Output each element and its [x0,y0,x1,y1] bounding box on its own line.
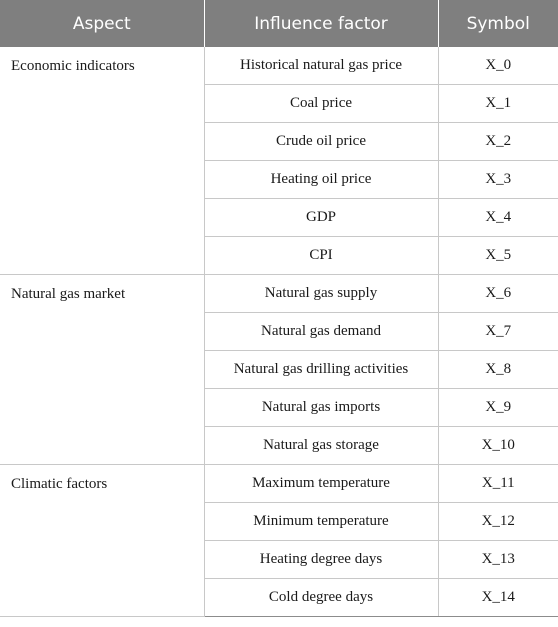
symbol-cell: X_2 [437,122,558,161]
header-symbol: Symbol [437,0,558,47]
aspect-cell: Natural gas market [0,274,204,465]
factor-cell: Natural gas drilling activities [203,350,438,389]
factor-cell: Minimum temperature [203,502,438,541]
aspect-cell: Economic indicators [0,47,204,275]
factor-cell: Crude oil price [203,122,438,161]
factor-cell: Heating oil price [203,160,438,199]
symbol-cell: X_14 [437,578,558,617]
table-row: Minimum temperature X_12 [0,502,558,541]
factor-cell: Heating degree days [203,540,438,579]
factor-cell: Natural gas supply [203,274,438,313]
table-header: Aspect Influence factor Symbol [0,0,558,47]
symbol-cell: X_10 [437,426,558,465]
table-row: CPI X_5 [0,236,558,275]
header-aspect: Aspect [0,0,204,47]
header-row: Aspect Influence factor Symbol [0,0,558,47]
symbol-cell: X_7 [437,312,558,351]
symbol-cell: X_4 [437,198,558,237]
table-row: Coal price X_1 [0,84,558,123]
table-row: GDP X_4 [0,198,558,237]
table-row: Climatic factors Maximum temperature X_1… [0,464,558,617]
factor-cell: Historical natural gas price [203,47,438,85]
table-row: Natural gas drilling activities X_8 [0,350,558,389]
factor-cell: Natural gas demand [203,312,438,351]
table-row: Heating oil price X_3 [0,160,558,199]
table-row: Crude oil price X_2 [0,122,558,161]
table-row: Natural gas storage X_10 [0,426,558,465]
table-row: Natural gas imports X_9 [0,388,558,427]
factor-cell: GDP [203,198,438,237]
table-row: Economic indicators Historical natural g… [0,47,558,275]
factor-cell: CPI [203,236,438,275]
symbol-cell: X_13 [437,540,558,579]
aspect-cell: Climatic factors [0,464,204,617]
header-influence-factor: Influence factor [203,0,438,47]
symbol-cell: X_6 [437,274,558,313]
symbol-cell: X_1 [437,84,558,123]
symbol-cell: X_5 [437,236,558,275]
table-row: Natural gas market Natural gas supply X_… [0,274,558,465]
table-row: Natural gas demand X_7 [0,312,558,351]
symbol-cell: X_8 [437,350,558,389]
factor-cell: Coal price [203,84,438,123]
table-body: Economic indicators Historical natural g… [0,47,558,617]
table-row: Heating degree days X_13 [0,540,558,579]
symbol-cell: X_0 [437,47,558,85]
symbol-cell: X_12 [437,502,558,541]
factor-cell: Natural gas imports [203,388,438,427]
symbol-cell: X_11 [437,464,558,503]
factor-cell: Maximum temperature [203,464,438,503]
symbol-cell: X_3 [437,160,558,199]
factor-cell: Natural gas storage [203,426,438,465]
factor-cell: Cold degree days [203,578,438,617]
symbol-cell: X_9 [437,388,558,427]
table-row: Cold degree days X_14 [0,578,558,617]
